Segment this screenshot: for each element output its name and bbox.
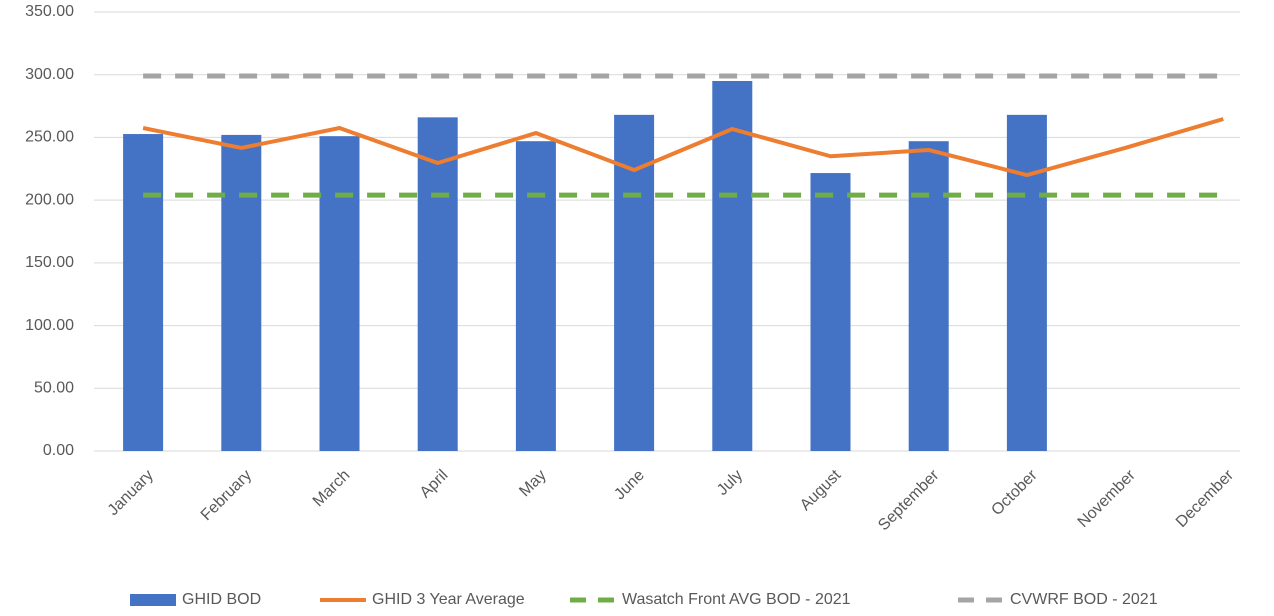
y-tick-label: 150.00 — [25, 254, 74, 271]
x-tick-label: February — [198, 467, 255, 524]
legend-swatch — [130, 594, 176, 606]
bar — [221, 134, 262, 452]
bar — [810, 173, 851, 451]
legend-label: GHID BOD — [182, 591, 261, 608]
bar — [1006, 114, 1047, 451]
bar — [123, 134, 164, 452]
y-tick-label: 300.00 — [25, 66, 74, 83]
series-line — [142, 117, 1224, 178]
x-tick-label: January — [105, 467, 157, 519]
bar — [712, 80, 753, 451]
bar — [319, 136, 360, 451]
x-tick-label: March — [310, 467, 353, 510]
x-tick-label: October — [988, 466, 1041, 519]
x-tick-label: December — [1173, 466, 1238, 531]
x-tick-label: June — [611, 467, 648, 504]
y-tick-label: 250.00 — [25, 129, 74, 146]
x-tick-label: May — [516, 467, 549, 500]
bar — [417, 117, 458, 452]
x-tick-label: July — [714, 467, 746, 499]
x-tick-label: November — [1075, 466, 1140, 531]
legend-label: CVWRF BOD - 2021 — [1010, 591, 1158, 608]
x-tick-label: April — [417, 467, 452, 502]
y-tick-label: 0.00 — [43, 442, 74, 459]
legend-label: GHID 3 Year Average — [372, 591, 525, 608]
bar — [908, 141, 949, 452]
y-tick-label: 50.00 — [34, 380, 74, 397]
y-tick-label: 100.00 — [25, 317, 74, 334]
y-tick-label: 200.00 — [25, 191, 74, 208]
x-tick-label: August — [797, 466, 845, 514]
x-tick-label: September — [875, 466, 943, 534]
y-tick-label: 350.00 — [25, 3, 74, 20]
bar — [515, 141, 556, 452]
legend-label: Wasatch Front AVG BOD - 2021 — [622, 591, 851, 608]
